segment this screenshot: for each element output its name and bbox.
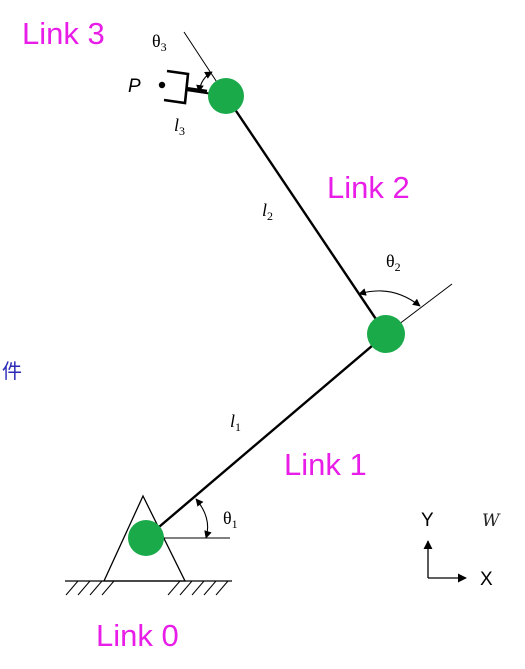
axis-y-label: Y	[421, 510, 434, 531]
world-frame: Y X W	[421, 510, 501, 590]
theta1-arc	[195, 498, 212, 539]
l1-label: l1	[230, 411, 241, 434]
side-glyph: 件	[2, 359, 22, 383]
joint-wrist	[208, 78, 244, 114]
gripper	[163, 69, 208, 105]
theta3-label: θ3	[152, 31, 167, 54]
joint-elbow	[367, 315, 405, 353]
point-p-marker	[158, 81, 166, 89]
link1-segment	[145, 333, 387, 539]
l3-label: l3	[174, 115, 185, 138]
link3-label: Link 3	[22, 16, 105, 51]
link0-label: Link 0	[96, 618, 179, 653]
l2-label: l2	[262, 200, 273, 223]
joint-base	[128, 520, 164, 556]
link2-segment	[225, 95, 387, 335]
ground-hatching	[65, 580, 229, 596]
theta1-label: θ1	[223, 508, 238, 531]
world-frame-label: W	[482, 511, 501, 531]
link1-label: Link 1	[284, 447, 367, 482]
link2-label: Link 2	[327, 170, 410, 205]
theta2-arc	[358, 288, 421, 307]
theta2-label: θ2	[386, 251, 401, 274]
point-p-label: P	[128, 76, 141, 97]
axis-x-label: X	[480, 569, 493, 590]
